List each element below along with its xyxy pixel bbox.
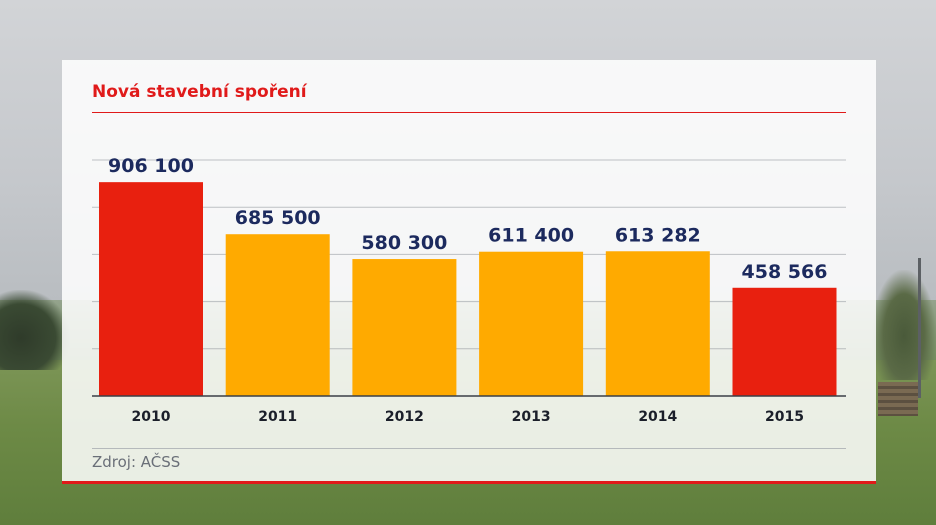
data-label-2015: 458 566 (742, 261, 828, 283)
source-note: Zdroj: AČSS (92, 453, 181, 471)
bar-chart: 906 100 2010 685 500 2011 580 300 2012 611 400… (92, 155, 846, 425)
bar-2013 (479, 251, 584, 396)
data-label-2010: 906 100 (108, 155, 194, 177)
data-label-2014: 613 282 (615, 224, 701, 246)
source-divider (92, 448, 846, 449)
data-label-2011: 685 500 (235, 207, 321, 229)
chart-title: Nová stavební spoření (92, 82, 307, 102)
bar-2014 (605, 251, 710, 396)
background-lamp-pole (918, 258, 921, 398)
bar-2011 (225, 234, 330, 396)
bar-2015 (732, 287, 837, 396)
x-tick-label-2012: 2012 (385, 409, 424, 425)
x-tick-label-2013: 2013 (512, 409, 551, 425)
bar-2010 (99, 182, 203, 396)
data-label-2013: 611 400 (488, 225, 574, 247)
bar-2012 (352, 259, 457, 396)
chart-panel: Nová stavební spoření 906 100 2010 685 500… (62, 60, 876, 484)
title-underline (92, 112, 846, 113)
x-tick-label-2014: 2014 (638, 409, 677, 425)
x-tick-label-2015: 2015 (765, 409, 804, 425)
x-tick-label-2011: 2011 (258, 409, 297, 425)
background-pallets (878, 382, 918, 416)
background-trees-right (872, 270, 936, 380)
data-label-2012: 580 300 (361, 232, 447, 254)
background-trees-left (0, 290, 70, 370)
x-tick-label-2010: 2010 (132, 409, 171, 425)
